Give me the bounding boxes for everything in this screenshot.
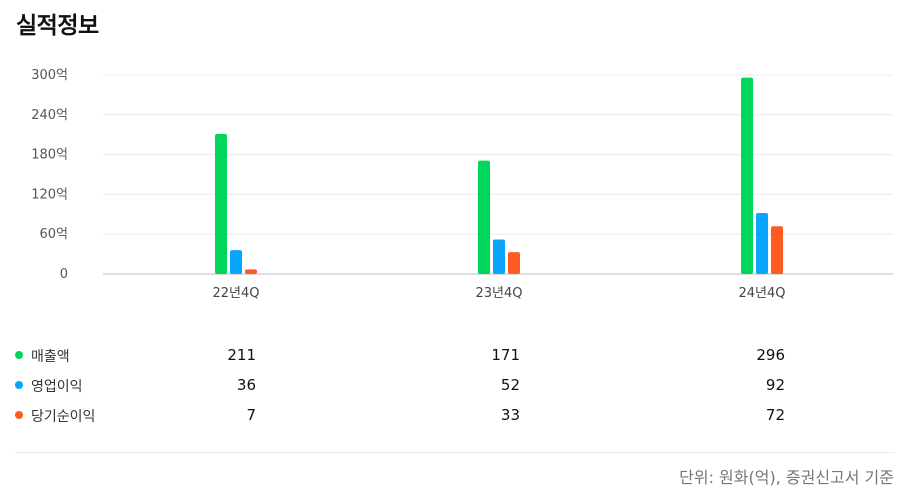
bar-당기순이익-24년4Q[interactable] [771, 226, 783, 274]
y-tick-label: 180억 [31, 148, 68, 163]
bar-매출액-24년4Q[interactable] [741, 77, 753, 274]
x-tick-label: 22년4Q [212, 286, 259, 301]
y-tick-label: 0 [60, 267, 68, 282]
table-cell: 211 [227, 346, 256, 364]
bar-당기순이익-23년4Q[interactable] [508, 252, 520, 274]
divider [15, 452, 895, 453]
table-cell: 33 [500, 406, 520, 424]
bar-당기순이익-22년4Q[interactable] [245, 269, 257, 274]
bar-매출액-23년4Q[interactable] [478, 160, 490, 274]
y-tick-label: 60억 [39, 227, 68, 242]
table-row: 당기순이익 7 33 72 [0, 404, 910, 426]
unit-footnote: 단위: 원화(억), 증권신고서 기준 [679, 468, 894, 487]
legend-dot-icon [15, 411, 23, 419]
legend-dot-icon [15, 351, 23, 359]
x-tick-label: 23년4Q [475, 286, 522, 301]
table-cell: 52 [500, 376, 520, 394]
bar-영업이익-23년4Q[interactable] [493, 239, 505, 274]
series-name: 영업이익 [31, 379, 83, 395]
table-cell: 296 [756, 346, 785, 364]
page-title: 실적정보 [16, 13, 99, 39]
table-cell: 72 [765, 406, 785, 424]
table-cell: 171 [491, 346, 520, 364]
bar-영업이익-24년4Q[interactable] [756, 212, 768, 274]
bar-chart: 0 60억 120억 180억 240억 300억 22년4Q 23년4Q 24년4Q [31, 68, 893, 301]
legend-dot-icon [15, 381, 23, 389]
x-tick-label: 24년4Q [738, 286, 785, 301]
series-name: 당기순이익 [31, 409, 96, 425]
bar-매출액-22년4Q[interactable] [215, 134, 227, 274]
table-row: 매출액 211 171 296 [0, 344, 910, 366]
bar-영업이익-22년4Q[interactable] [230, 250, 242, 274]
series-name: 매출액 [31, 349, 70, 365]
table-row: 영업이익 36 52 92 [0, 374, 910, 396]
table-cell: 92 [765, 376, 785, 394]
table-cell: 36 [236, 376, 256, 394]
y-tick-label: 240억 [31, 108, 68, 123]
y-tick-label: 120억 [31, 187, 68, 202]
y-tick-label: 300억 [31, 68, 68, 83]
table-cell: 7 [246, 406, 256, 424]
